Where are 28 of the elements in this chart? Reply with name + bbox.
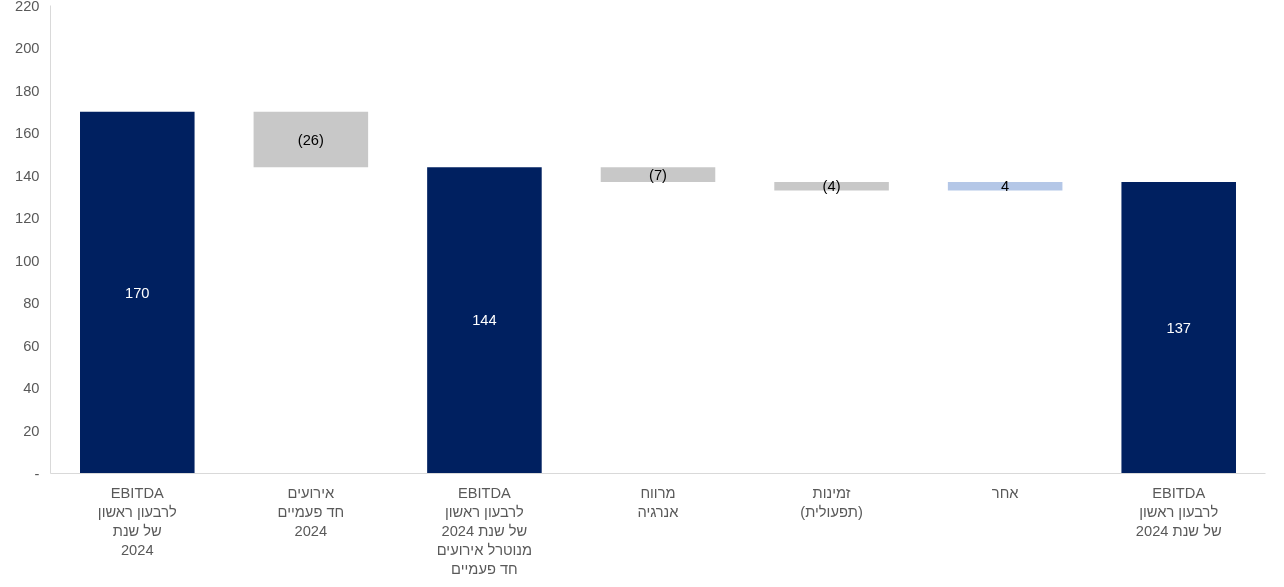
bar	[600, 167, 716, 183]
y-tick-label: 140	[15, 167, 40, 184]
x-tick-label: זמינות (תפעולית)	[800, 484, 863, 520]
y-tick-label: 200	[15, 40, 40, 57]
data-label: 144	[472, 312, 497, 329]
data-label: 170	[125, 284, 150, 301]
data-label: 4	[1001, 178, 1010, 195]
y-tick-label: 60	[23, 337, 40, 354]
bar	[1121, 182, 1236, 474]
bar	[80, 111, 195, 474]
y-tick-label: 220	[15, 0, 40, 14]
x-tick-label: מרווח אנרגיה	[637, 484, 680, 520]
y-tick-label: 20	[23, 422, 40, 439]
data-label: (26)	[297, 131, 324, 148]
y-tick-label: 80	[23, 295, 40, 312]
bar	[427, 167, 542, 474]
data-label: (4)	[822, 178, 841, 195]
y-tick-label: 160	[15, 125, 40, 142]
bar	[947, 182, 1063, 191]
data-label: 137	[1166, 319, 1191, 336]
y-tick-label: 100	[15, 252, 40, 269]
y-tick-label: 180	[15, 82, 40, 99]
x-tick-label: אחר	[991, 484, 1020, 501]
bar	[253, 111, 369, 168]
y-tick-label: 120	[15, 210, 40, 227]
y-tick-label: 40	[23, 380, 40, 397]
data-label: (7)	[649, 166, 667, 183]
y-tick-label: -	[34, 465, 40, 482]
